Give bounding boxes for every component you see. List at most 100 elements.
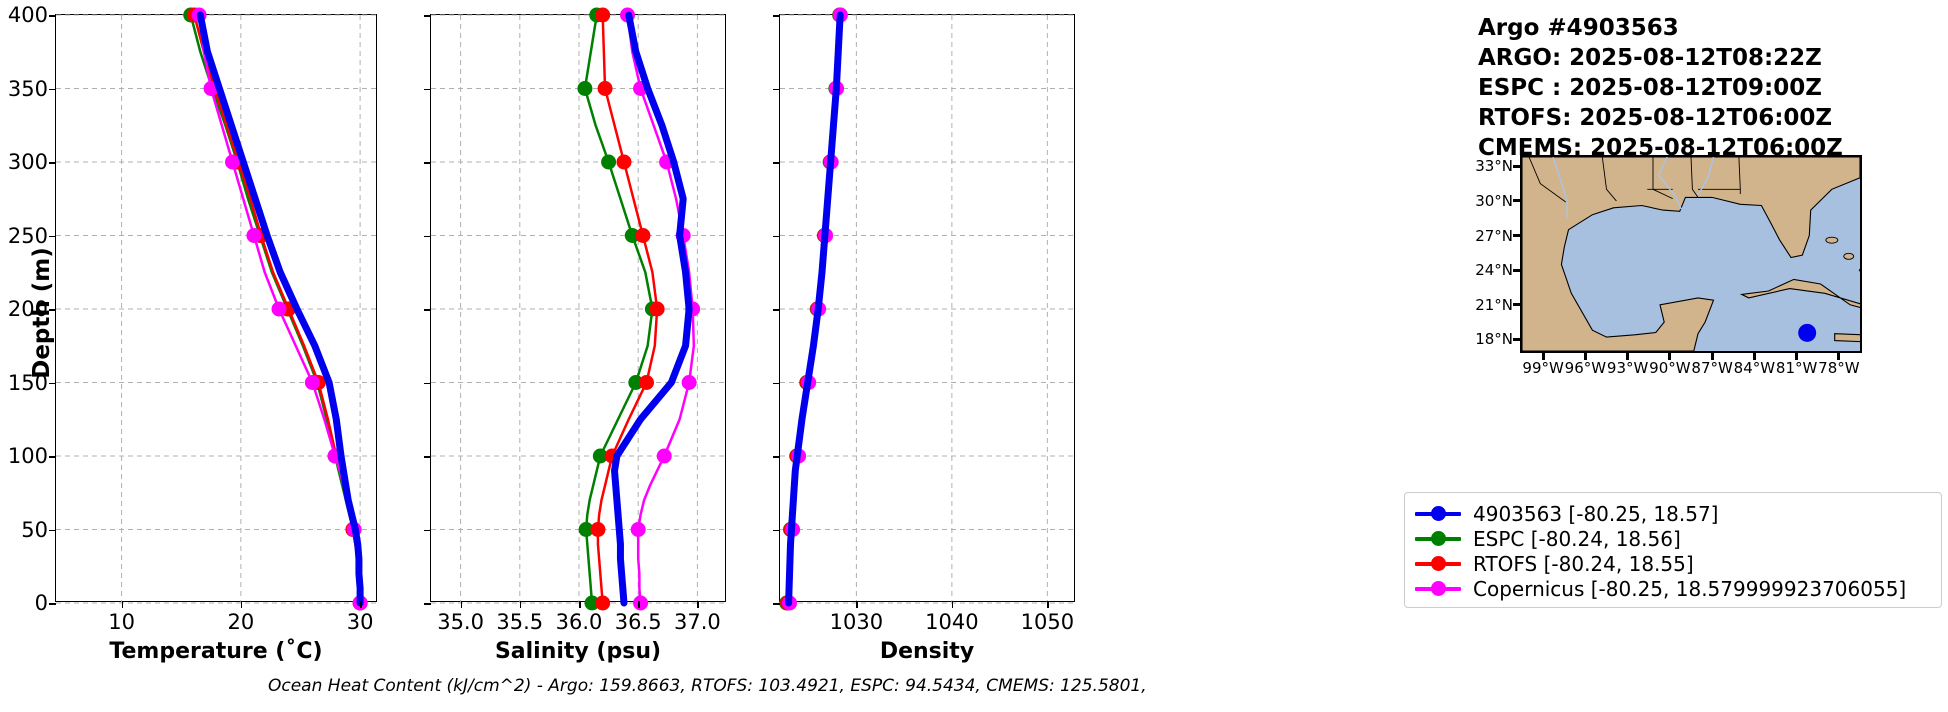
map-lon-label: 90°W — [1649, 359, 1691, 377]
x-tickmark — [240, 601, 243, 608]
density-axis-label: Density — [879, 639, 975, 664]
y-tick-label: 350 — [7, 76, 48, 101]
depth-axis-label: Depth (m) — [29, 247, 55, 379]
map-lon-tickmark — [1541, 351, 1545, 360]
x-tickmark — [360, 601, 362, 608]
land-bahamas-0 — [1825, 236, 1839, 244]
y-tickmark — [773, 235, 780, 238]
series-line-0 — [196, 11, 364, 607]
legend-item-rtofs[interactable]: RTOFS [-80.24, 18.55] — [1415, 551, 1931, 576]
salinity-axis-label: Salinity (psu) — [494, 639, 662, 664]
x-tick-label: 10 — [108, 610, 135, 634]
legend-marker-dot — [1430, 556, 1446, 571]
y-tickmark — [49, 456, 56, 458]
map-lat-tickmark — [1513, 234, 1522, 238]
x-tickmark — [519, 601, 522, 608]
meta-espc-time: ESPC : 2025-08-12T09:00Z — [1478, 74, 1822, 101]
series-marker — [225, 154, 240, 170]
legend-label: Copernicus [-80.25, 18.579999923706055] — [1473, 576, 1907, 601]
legend-color-swatch — [1415, 529, 1461, 549]
y-tickmark — [49, 603, 56, 605]
map-lon-label: 78°W — [1818, 359, 1860, 377]
x-tickmark — [579, 601, 581, 608]
x-tick-label: 35.0 — [437, 610, 484, 634]
y-tickmark — [773, 529, 780, 532]
y-tickmark — [49, 162, 56, 164]
x-tickmark — [121, 601, 124, 608]
series-marker — [590, 522, 606, 537]
map-lat-tickmark — [1513, 164, 1522, 168]
y-tickmark — [424, 382, 431, 385]
y-tickmark — [773, 15, 780, 17]
y-tickmark — [773, 456, 780, 458]
series-line-3 — [626, 13, 696, 605]
y-tick-label: 50 — [21, 517, 48, 542]
density-profile-axes: 1030 1040 1050 Density — [773, 7, 1076, 664]
map-lon-tickmark — [1752, 351, 1756, 360]
series-legend: 4903563 [-80.25, 18.57] ESPC [-80.24, 18.… — [1404, 492, 1942, 608]
map-lat-tickmark — [1513, 268, 1522, 272]
y-tickmark — [424, 15, 431, 17]
x-tick-label: 1030 — [829, 610, 884, 634]
y-tickmark — [424, 88, 431, 91]
map-lat-label: 27°N — [1475, 226, 1513, 245]
map-lon-tickmark — [1795, 351, 1799, 360]
y-tickmark — [49, 309, 56, 311]
series-marker — [656, 448, 672, 464]
series-marker — [649, 301, 665, 317]
series-marker — [271, 301, 287, 317]
y-tickmark — [424, 235, 431, 238]
map-lon-label: 93°W — [1606, 359, 1649, 377]
map-lon-label: 84°W — [1733, 359, 1776, 377]
legend-color-swatch — [1415, 554, 1461, 574]
salinity-profile-plot-area — [431, 7, 727, 611]
map-canvas — [1522, 157, 1860, 351]
y-tickmark — [424, 529, 431, 532]
map-lon-label: 87°W — [1691, 359, 1733, 377]
y-tickmark — [773, 88, 780, 91]
series-marker — [592, 448, 608, 464]
temperature-profile-axes: 0 50 100 150 200 250 300 350 400 10 20 30 Temperatur… — [8, 3, 378, 664]
map-lat-label: 33°N — [1475, 157, 1513, 176]
series-marker — [584, 595, 600, 611]
legend-item-espc[interactable]: ESPC [-80.24, 18.56] — [1415, 526, 1931, 551]
density-profile-plot-area — [779, 7, 1076, 611]
series-marker — [246, 228, 262, 243]
x-tickmark — [638, 601, 640, 608]
series-marker — [304, 375, 320, 390]
series-marker — [633, 595, 649, 611]
series-marker — [597, 81, 613, 96]
meta-argo-time: ARGO: 2025-08-12T08:22Z — [1478, 44, 1822, 71]
series-marker — [630, 522, 646, 537]
x-tickmark — [856, 601, 858, 608]
temperature-axis-label: Temperature (˚C) — [109, 639, 323, 664]
legend-label: ESPC [-80.24, 18.56] — [1473, 526, 1681, 551]
land-bahamas-1 — [1843, 252, 1855, 260]
y-tickmark — [773, 162, 780, 164]
map-lat-label: 24°N — [1475, 261, 1513, 280]
salinity-profile-axes: 35.0 35.5 36.0 36.5 37.0 Salinity (psu) — [424, 7, 727, 664]
series-marker — [681, 375, 697, 390]
legend-marker-dot — [1430, 506, 1446, 521]
x-tickmark — [460, 601, 463, 608]
legend-item-copernicus[interactable]: Copernicus [-80.25, 18.579999923706055] — [1415, 576, 1931, 601]
x-tickmark — [1047, 601, 1049, 608]
x-tick-label: 1050 — [1020, 610, 1075, 634]
legend-item-argo[interactable]: 4903563 [-80.25, 18.57] — [1415, 501, 1931, 526]
series-line-0 — [611, 11, 693, 607]
series-line-0 — [785, 11, 844, 607]
series-marker — [624, 228, 640, 243]
map-lon-label: 96°W — [1564, 359, 1607, 377]
legend-marker-dot — [1430, 581, 1446, 596]
y-tickmark — [49, 529, 56, 532]
legend-marker-dot — [1430, 531, 1446, 546]
series-marker — [577, 81, 593, 96]
series-marker — [616, 154, 632, 170]
map-lon-label: 81°W — [1775, 359, 1818, 377]
map-lat-label: 21°N — [1475, 295, 1513, 314]
land-north-america — [1522, 157, 1860, 351]
location-map[interactable]: 33°N 30°N 27°N 24°N 21°N 18°N 99°W 96°W 93°W 90°W… — [1475, 155, 1862, 377]
land-jamaica — [1834, 333, 1860, 343]
legend-label: RTOFS [-80.24, 18.55] — [1473, 551, 1694, 576]
x-tick-label: 36.0 — [555, 610, 603, 634]
